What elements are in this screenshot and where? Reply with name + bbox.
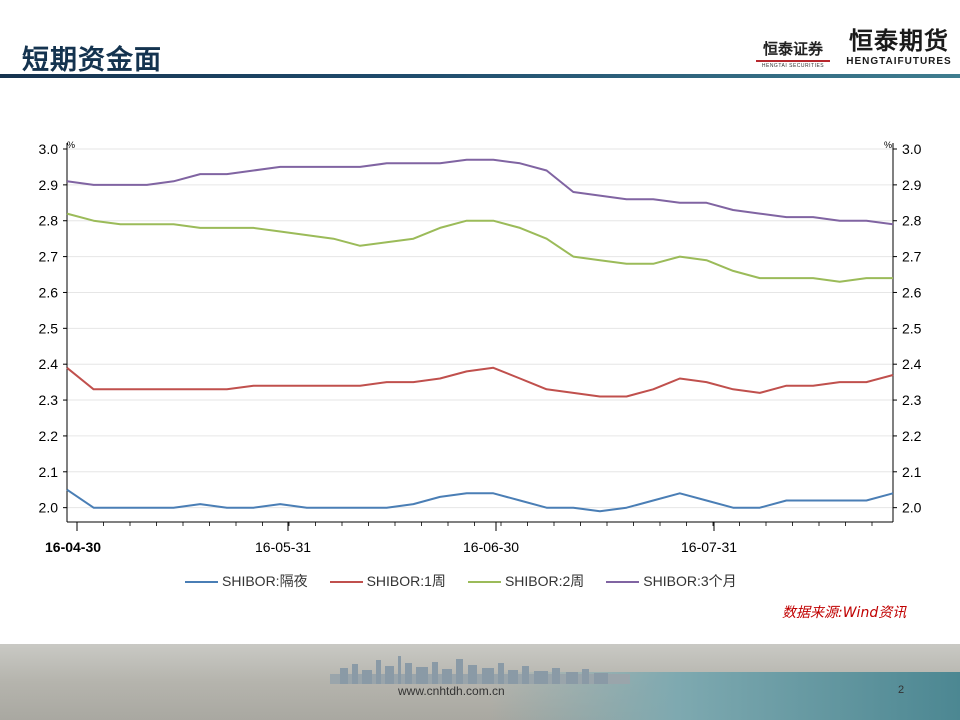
right-tick-label: 2.7 bbox=[902, 249, 922, 265]
data-source-note: 数据来源:Wind资讯 bbox=[782, 605, 907, 621]
chart-grid bbox=[67, 148, 893, 509]
left-tick-label: 2.6 bbox=[39, 284, 59, 300]
left-tick-label: 2.7 bbox=[39, 249, 59, 265]
right-tick-label: 2.1 bbox=[902, 464, 922, 480]
logo-futures-en: HENGTAIFUTURES bbox=[846, 56, 952, 67]
left-tick-label: 2.1 bbox=[39, 464, 59, 480]
chart-legend: SHIBOR:隔夜 SHIBOR:1周 SHIBOR:2周 SHIBOR:3个月 bbox=[185, 571, 759, 591]
page-number: 2 bbox=[898, 684, 905, 696]
left-tick-label: 2.2 bbox=[39, 428, 59, 444]
right-tick-label: 2.6 bbox=[902, 284, 922, 300]
legend-item: SHIBOR:3个月 bbox=[606, 571, 737, 591]
left-tick-label: 2.3 bbox=[39, 392, 59, 408]
legend-item: SHIBOR:1周 bbox=[329, 571, 446, 591]
legend-label: SHIBOR:2周 bbox=[504, 573, 585, 589]
x-tick-label: 16-07-31 bbox=[681, 539, 737, 555]
legend-item: SHIBOR:2周 bbox=[467, 571, 585, 591]
page-title: 短期资金面 bbox=[22, 45, 162, 76]
legend-label: SHIBOR:3个月 bbox=[643, 573, 737, 589]
left-tick-label: 2.0 bbox=[39, 500, 59, 516]
logo-securities-cn: 恒泰证券 bbox=[762, 40, 823, 58]
chart-lines bbox=[66, 158, 894, 513]
legend-swatch bbox=[606, 581, 640, 584]
hengtai-securities-logo: 恒泰证券 HENGTAI SECURITIES bbox=[752, 38, 834, 69]
footer-url: www.cnhtdh.com.cn bbox=[398, 684, 505, 698]
footer-banner: www.cnhtdh.com.cn 2 bbox=[0, 644, 960, 720]
left-tick-label: 2.5 bbox=[39, 320, 59, 336]
right-tick-label: 2.0 bbox=[902, 500, 922, 516]
left-tick-label: 3.0 bbox=[39, 141, 59, 157]
right-tick-label: 2.3 bbox=[902, 392, 922, 408]
series-line-1 bbox=[66, 366, 894, 398]
chart-axes: 3.0 3.0 2.9 2.9 2.8 2.8 2.7 2.7 2.6 2.6 2.5 2.5 2.4 2… bbox=[39, 141, 922, 555]
right-tick-label: 2.8 bbox=[902, 213, 922, 229]
x-tick-label: 16-06-30 bbox=[463, 539, 519, 555]
right-tick-label: 2.9 bbox=[902, 177, 922, 193]
legend-label: SHIBOR:隔夜 bbox=[222, 573, 308, 589]
logo-securities-en: HENGTAI SECURITIES bbox=[761, 63, 825, 69]
legend-label: SHIBOR:1周 bbox=[366, 573, 446, 589]
left-unit-label: % bbox=[67, 140, 75, 150]
right-unit-label: % bbox=[884, 140, 892, 150]
right-tick-label: 2.5 bbox=[902, 320, 922, 336]
series-line-0 bbox=[66, 488, 894, 513]
legend-swatch bbox=[467, 581, 501, 584]
left-tick-label: 2.9 bbox=[39, 177, 59, 193]
right-tick-label: 3.0 bbox=[902, 141, 922, 157]
logo-futures-cn: 恒泰期货 bbox=[849, 27, 949, 55]
series-line-3 bbox=[66, 158, 894, 226]
legend-swatch bbox=[329, 581, 363, 584]
right-tick-label: 2.4 bbox=[902, 356, 922, 372]
title-underline bbox=[0, 74, 960, 78]
x-tick-label: 16-04-30 bbox=[45, 539, 101, 555]
legend-swatch bbox=[185, 581, 218, 584]
right-tick-label: 2.2 bbox=[902, 428, 922, 444]
logo-bar bbox=[756, 60, 830, 62]
left-tick-label: 2.4 bbox=[39, 356, 59, 372]
left-tick-label: 2.8 bbox=[39, 213, 59, 229]
x-tick-label: 16-05-31 bbox=[255, 539, 311, 555]
series-line-2 bbox=[66, 212, 893, 283]
hengtai-futures-logo: 恒泰期货 HENGTAIFUTURES bbox=[842, 26, 956, 70]
city-skyline-image bbox=[330, 656, 630, 684]
legend-item: SHIBOR:隔夜 bbox=[185, 571, 308, 591]
